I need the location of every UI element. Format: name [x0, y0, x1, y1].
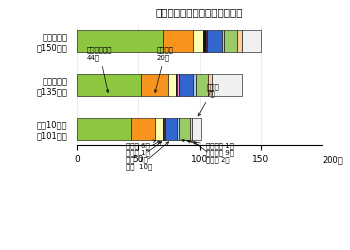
Bar: [238, 30, 243, 52]
Text: 自動車 6件: 自動車 6件: [126, 140, 156, 149]
Bar: [208, 74, 212, 96]
Text: 鉄道  1件: 鉄道 1件: [126, 142, 162, 163]
Text: 工場・事業場
44件: 工場・事業場 44件: [87, 47, 112, 92]
Text: 拡声機 2件: 拡声機 2件: [194, 142, 229, 163]
Bar: [163, 118, 164, 140]
Text: その他
7件: その他 7件: [198, 83, 219, 116]
Bar: [193, 74, 196, 96]
Bar: [206, 30, 207, 52]
Text: 航空機 1件: 航空機 1件: [126, 141, 160, 156]
Bar: [163, 30, 193, 52]
Bar: [131, 118, 155, 140]
Bar: [190, 118, 192, 140]
Bar: [224, 30, 237, 52]
Bar: [77, 118, 131, 140]
Text: 家庭生活 9件: 家庭生活 9件: [188, 140, 234, 156]
Bar: [141, 74, 168, 96]
Bar: [164, 118, 165, 140]
Bar: [155, 118, 163, 140]
Bar: [177, 118, 178, 140]
Bar: [193, 30, 203, 52]
Bar: [222, 30, 224, 52]
Bar: [77, 30, 163, 52]
Bar: [179, 118, 190, 140]
Bar: [179, 74, 193, 96]
Text: 営業  10件: 営業 10件: [126, 142, 169, 170]
Bar: [242, 30, 261, 52]
Text: 騒音苦情の発生源別の申立状況: 騒音苦情の発生源別の申立状況: [156, 8, 243, 18]
Bar: [177, 74, 178, 96]
Text: 200件: 200件: [322, 156, 343, 165]
Text: 建設作業
20件: 建設作業 20件: [154, 47, 174, 92]
Bar: [207, 30, 222, 52]
Bar: [203, 30, 206, 52]
Bar: [192, 118, 201, 140]
Bar: [77, 74, 141, 96]
Bar: [165, 118, 177, 140]
Bar: [168, 74, 176, 96]
Bar: [196, 74, 208, 96]
Bar: [176, 74, 177, 96]
Bar: [212, 74, 242, 96]
Text: 空ふかし 1件: 空ふかし 1件: [182, 139, 234, 149]
